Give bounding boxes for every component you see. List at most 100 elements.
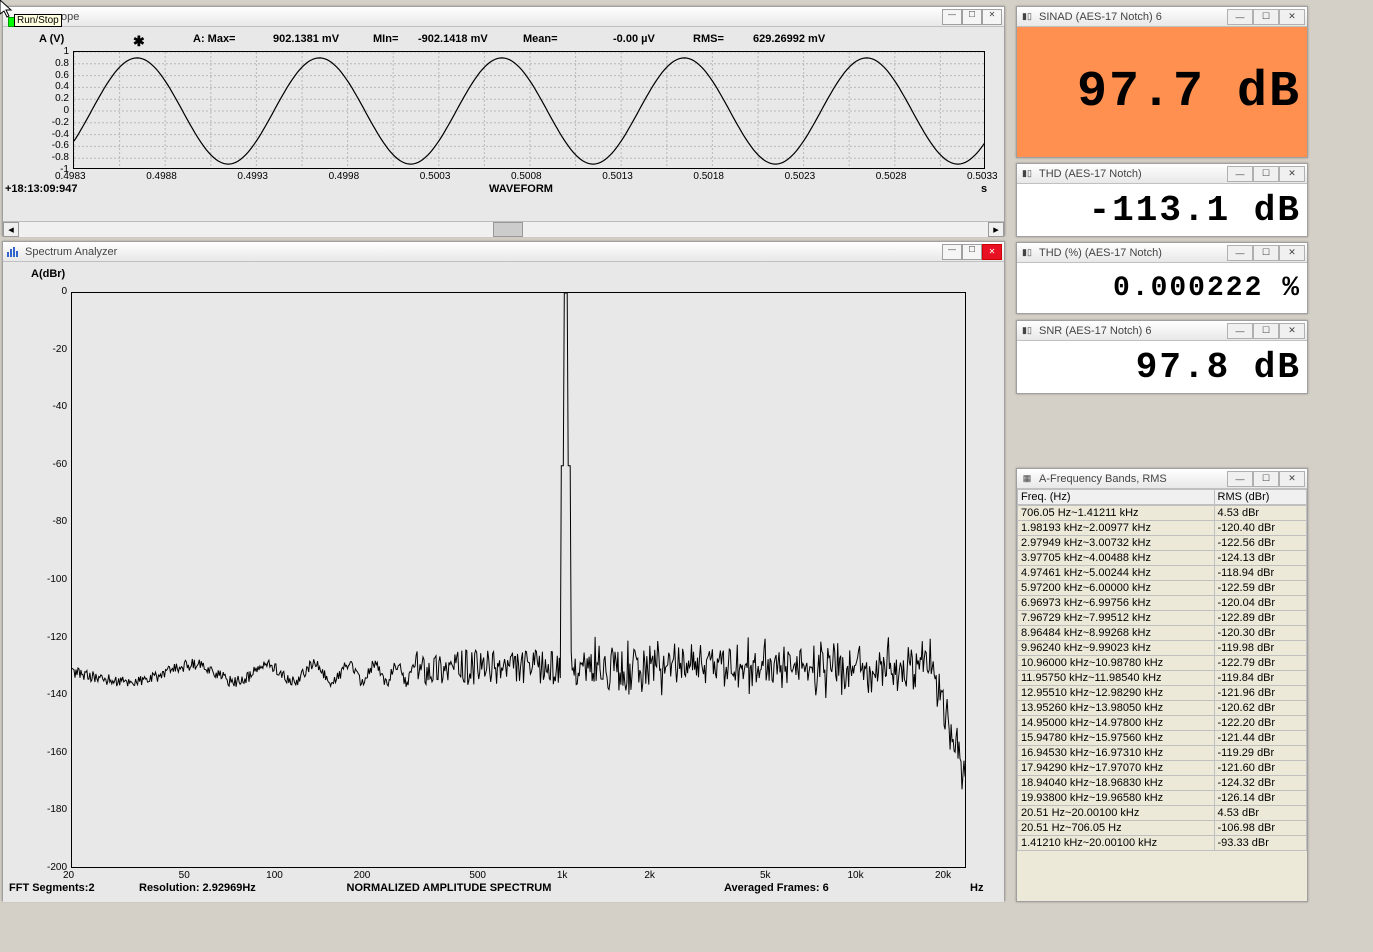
table-row[interactable]: 18.94040 kHz~18.96830 kHz -124.32 dBr bbox=[1018, 776, 1307, 791]
y-axis-label: A(dBr) bbox=[31, 268, 65, 280]
cell-freq: 17.94290 kHz~17.97070 kHz bbox=[1018, 761, 1215, 776]
minimize-button[interactable]: — bbox=[942, 9, 962, 25]
table-row[interactable]: 11.95750 kHz~11.98540 kHz -119.84 dBr bbox=[1018, 671, 1307, 686]
y-tick: 0.8 bbox=[55, 58, 69, 69]
cell-rms: -120.40 dBr bbox=[1214, 521, 1306, 536]
bands-table-header: Freq. (Hz) RMS (dBr) bbox=[1017, 489, 1307, 505]
maximize-button[interactable]: ☐ bbox=[1253, 9, 1279, 25]
timestamp: +18:13:09:947 bbox=[5, 183, 77, 195]
cell-rms: -121.44 dBr bbox=[1214, 731, 1306, 746]
y-tick: -60 bbox=[53, 459, 67, 470]
table-row[interactable]: 7.96729 kHz~7.99512 kHz -122.89 dBr bbox=[1018, 611, 1307, 626]
cell-rms: 4.53 dBr bbox=[1214, 806, 1306, 821]
cell-freq: 706.05 Hz~1.41211 kHz bbox=[1018, 506, 1215, 521]
table-row[interactable]: 13.95260 kHz~13.98050 kHz -120.62 dBr bbox=[1018, 701, 1307, 716]
maximize-button[interactable]: ☐ bbox=[962, 244, 982, 260]
table-row[interactable]: 4.97461 kHz~5.00244 kHz -118.94 dBr bbox=[1018, 566, 1307, 581]
cell-rms: -121.60 dBr bbox=[1214, 761, 1306, 776]
oscilloscope-titlebar[interactable]: ope — ☐ ✕ bbox=[3, 7, 1004, 27]
cell-rms: 4.53 dBr bbox=[1214, 506, 1306, 521]
meter-titlebar[interactable]: ▮▯ THD (%) (AES-17 Notch) — ☐ ✕ bbox=[1017, 243, 1307, 263]
meter-titlebar[interactable]: ▮▯ THD (AES-17 Notch) — ☐ ✕ bbox=[1017, 164, 1307, 184]
cell-freq: 18.94040 kHz~18.96830 kHz bbox=[1018, 776, 1215, 791]
x-tick: 5k bbox=[760, 870, 771, 881]
horizontal-scrollbar[interactable]: ◂ ▸ bbox=[3, 221, 1004, 237]
table-row[interactable]: 3.97705 kHz~4.00488 kHz -124.13 dBr bbox=[1018, 551, 1307, 566]
meter-value: 97.8 dB bbox=[1017, 341, 1307, 393]
cell-rms: -120.04 dBr bbox=[1214, 596, 1306, 611]
minimize-button[interactable]: — bbox=[942, 244, 962, 260]
cell-rms: -106.98 dBr bbox=[1214, 821, 1306, 836]
cell-freq: 13.95260 kHz~13.98050 kHz bbox=[1018, 701, 1215, 716]
cell-freq: 12.95510 kHz~12.98290 kHz bbox=[1018, 686, 1215, 701]
col-rms[interactable]: RMS (dBr) bbox=[1214, 490, 1306, 505]
table-row[interactable]: 6.96973 kHz~6.99756 kHz -120.04 dBr bbox=[1018, 596, 1307, 611]
spectrum-titlebar[interactable]: Spectrum Analyzer — ☐ ✕ bbox=[3, 242, 1004, 262]
table-row[interactable]: 8.96484 kHz~8.99268 kHz -120.30 dBr bbox=[1018, 626, 1307, 641]
x-tick: 0.5033 bbox=[967, 171, 998, 182]
minimize-button[interactable]: — bbox=[1227, 9, 1253, 25]
meter-titlebar[interactable]: ▮▯ SINAD (AES-17 Notch) 6 — ☐ ✕ bbox=[1017, 7, 1307, 27]
table-row[interactable]: 20.51 Hz~706.05 Hz -106.98 dBr bbox=[1018, 821, 1307, 836]
table-row[interactable]: 706.05 Hz~1.41211 kHz 4.53 dBr bbox=[1018, 506, 1307, 521]
maximize-button[interactable]: ☐ bbox=[1253, 471, 1279, 487]
maximize-button[interactable]: ☐ bbox=[962, 9, 982, 25]
close-button[interactable]: ✕ bbox=[1279, 245, 1305, 261]
table-row[interactable]: 1.98193 kHz~2.00977 kHz -120.40 dBr bbox=[1018, 521, 1307, 536]
y-tick: 0.6 bbox=[55, 70, 69, 81]
col-freq[interactable]: Freq. (Hz) bbox=[1018, 490, 1215, 505]
x-tick: 0.4993 bbox=[237, 171, 268, 182]
y-tick: 0.2 bbox=[55, 93, 69, 104]
cell-freq: 3.97705 kHz~4.00488 kHz bbox=[1018, 551, 1215, 566]
cell-freq: 19.93800 kHz~19.96580 kHz bbox=[1018, 791, 1215, 806]
spectrum-icon bbox=[5, 245, 21, 259]
y-tick: -0.8 bbox=[52, 152, 69, 163]
table-row[interactable]: 5.97200 kHz~6.00000 kHz -122.59 dBr bbox=[1018, 581, 1307, 596]
y-tick: -160 bbox=[47, 747, 67, 758]
x-tick: 0.5013 bbox=[602, 171, 633, 182]
minimize-button[interactable]: — bbox=[1227, 471, 1253, 487]
maximize-button[interactable]: ☐ bbox=[1253, 323, 1279, 339]
oscilloscope-title: ope bbox=[61, 11, 942, 23]
y-tick: 0 bbox=[61, 286, 67, 297]
cell-freq: 20.51 Hz~706.05 Hz bbox=[1018, 821, 1215, 836]
x-axis-title: WAVEFORM bbox=[489, 183, 553, 195]
close-button[interactable]: ✕ bbox=[982, 244, 1002, 260]
table-row[interactable]: 20.51 Hz~20.00100 kHz 4.53 dBr bbox=[1018, 806, 1307, 821]
minimize-button[interactable]: — bbox=[1227, 323, 1253, 339]
table-row[interactable]: 9.96240 kHz~9.99023 kHz -119.98 dBr bbox=[1018, 641, 1307, 656]
bands-titlebar[interactable]: ▦ A-Frequency Bands, RMS — ☐ ✕ bbox=[1017, 469, 1307, 489]
close-button[interactable]: ✕ bbox=[1279, 471, 1305, 487]
table-row[interactable]: 17.94290 kHz~17.97070 kHz -121.60 dBr bbox=[1018, 761, 1307, 776]
maximize-button[interactable]: ☐ bbox=[1253, 245, 1279, 261]
table-row[interactable]: 16.94530 kHz~16.97310 kHz -119.29 dBr bbox=[1018, 746, 1307, 761]
close-button[interactable]: ✕ bbox=[982, 9, 1002, 25]
table-row[interactable]: 1.41210 kHz~20.00100 kHz -93.33 dBr bbox=[1018, 836, 1307, 851]
table-row[interactable]: 12.95510 kHz~12.98290 kHz -121.96 dBr bbox=[1018, 686, 1307, 701]
close-button[interactable]: ✕ bbox=[1279, 323, 1305, 339]
bands-scroll[interactable]: 706.05 Hz~1.41211 kHz 4.53 dBr1.98193 kH… bbox=[1017, 505, 1307, 897]
close-button[interactable]: ✕ bbox=[1279, 166, 1305, 182]
cell-freq: 16.94530 kHz~16.97310 kHz bbox=[1018, 746, 1215, 761]
cell-rms: -124.32 dBr bbox=[1214, 776, 1306, 791]
close-button[interactable]: ✕ bbox=[1279, 9, 1305, 25]
oscilloscope-window: ope — ☐ ✕ A (V) ✱ A: Max= 902.1381 mV MI… bbox=[2, 6, 1005, 236]
cell-freq: 5.97200 kHz~6.00000 kHz bbox=[1018, 581, 1215, 596]
table-row[interactable]: 14.95000 kHz~14.97800 kHz -122.20 dBr bbox=[1018, 716, 1307, 731]
minimize-button[interactable]: — bbox=[1227, 245, 1253, 261]
table-row[interactable]: 10.96000 kHz~10.98780 kHz -122.79 dBr bbox=[1018, 656, 1307, 671]
cell-freq: 20.51 Hz~20.00100 kHz bbox=[1018, 806, 1215, 821]
y-tick: -180 bbox=[47, 804, 67, 815]
cell-rms: -120.62 dBr bbox=[1214, 701, 1306, 716]
bands-title: A-Frequency Bands, RMS bbox=[1039, 473, 1227, 485]
x-tick: 0.4988 bbox=[146, 171, 177, 182]
x-tick: 200 bbox=[354, 870, 371, 881]
table-row[interactable]: 15.94780 kHz~15.97560 kHz -121.44 dBr bbox=[1018, 731, 1307, 746]
meter-titlebar[interactable]: ▮▯ SNR (AES-17 Notch) 6 — ☐ ✕ bbox=[1017, 321, 1307, 341]
minimize-button[interactable]: — bbox=[1227, 166, 1253, 182]
y-tick: 0 bbox=[63, 105, 69, 116]
maximize-button[interactable]: ☐ bbox=[1253, 166, 1279, 182]
table-row[interactable]: 19.93800 kHz~19.96580 kHz -126.14 dBr bbox=[1018, 791, 1307, 806]
table-row[interactable]: 2.97949 kHz~3.00732 kHz -122.56 dBr bbox=[1018, 536, 1307, 551]
y-tick: -120 bbox=[47, 632, 67, 643]
